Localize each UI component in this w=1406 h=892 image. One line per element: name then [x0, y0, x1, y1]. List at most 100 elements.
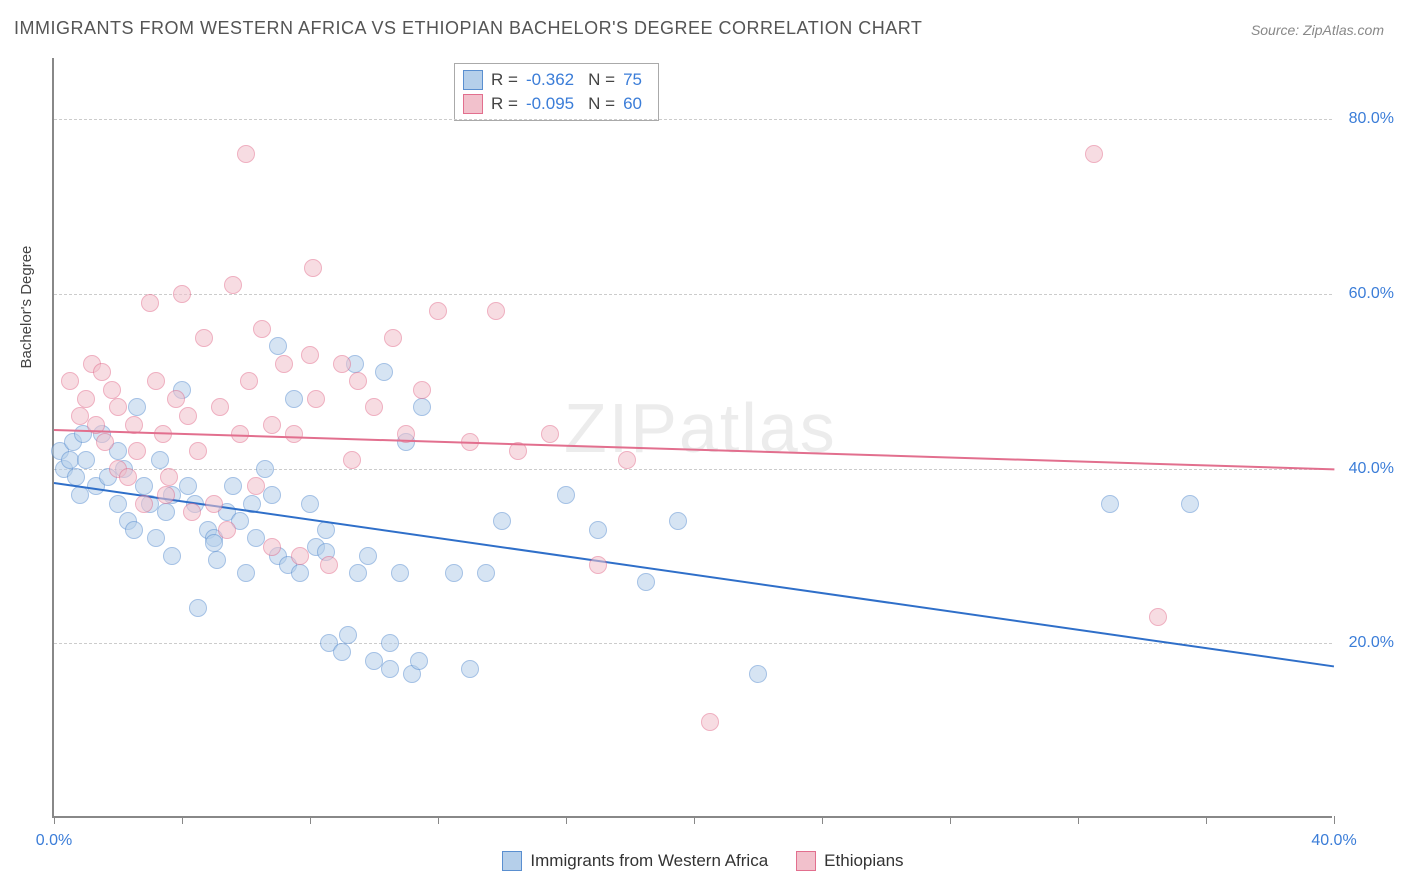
r-label: R =: [491, 92, 518, 116]
data-point: [141, 294, 159, 312]
data-point: [1085, 145, 1103, 163]
data-point: [135, 495, 153, 513]
x-tick: [1206, 816, 1207, 824]
data-point: [128, 442, 146, 460]
n-label: N =: [588, 68, 615, 92]
data-point: [247, 477, 265, 495]
watermark: ZIPatlas: [564, 388, 837, 468]
data-point: [173, 285, 191, 303]
plot-area: ZIPatlas R =-0.362N =75R =-0.095N =60 20…: [52, 58, 1332, 818]
data-point: [410, 652, 428, 670]
data-point: [445, 564, 463, 582]
data-point: [183, 503, 201, 521]
data-point: [349, 564, 367, 582]
legend-label: Ethiopians: [824, 851, 903, 871]
data-point: [211, 398, 229, 416]
gridline: [54, 469, 1332, 470]
y-axis-label: Bachelor's Degree: [18, 246, 35, 369]
data-point: [375, 363, 393, 381]
data-point: [291, 564, 309, 582]
data-point: [163, 547, 181, 565]
data-point: [304, 259, 322, 277]
data-point: [205, 495, 223, 513]
data-point: [339, 626, 357, 644]
data-point: [93, 363, 111, 381]
data-point: [413, 398, 431, 416]
data-point: [256, 460, 274, 478]
x-tick: [950, 816, 951, 824]
data-point: [119, 468, 137, 486]
stats-row: R =-0.095N =60: [463, 92, 648, 116]
chart-title: IMMIGRANTS FROM WESTERN AFRICA VS ETHIOP…: [14, 18, 922, 39]
data-point: [109, 398, 127, 416]
gridline: [54, 643, 1332, 644]
stats-legend: R =-0.362N =75R =-0.095N =60: [454, 63, 659, 121]
legend-label: Immigrants from Western Africa: [530, 851, 768, 871]
data-point: [541, 425, 559, 443]
gridline: [54, 119, 1332, 120]
data-point: [77, 451, 95, 469]
data-point: [109, 495, 127, 513]
data-point: [128, 398, 146, 416]
data-point: [701, 713, 719, 731]
data-point: [96, 433, 114, 451]
y-tick-label: 80.0%: [1339, 110, 1394, 128]
data-point: [147, 529, 165, 547]
r-value: -0.362: [526, 68, 574, 92]
y-tick-label: 60.0%: [1339, 285, 1394, 303]
data-point: [618, 451, 636, 469]
data-point: [1149, 608, 1167, 626]
data-point: [1181, 495, 1199, 513]
data-point: [669, 512, 687, 530]
data-point: [157, 486, 175, 504]
data-point: [189, 442, 207, 460]
n-label: N =: [588, 92, 615, 116]
data-point: [637, 573, 655, 591]
data-point: [160, 468, 178, 486]
r-value: -0.095: [526, 92, 574, 116]
swatch-icon: [463, 70, 483, 90]
data-point: [269, 337, 287, 355]
gridline: [54, 294, 1332, 295]
data-point: [195, 329, 213, 347]
x-tick: [310, 816, 311, 824]
data-point: [291, 547, 309, 565]
data-point: [384, 329, 402, 347]
data-point: [749, 665, 767, 683]
x-tick-label: 0.0%: [36, 832, 72, 850]
data-point: [307, 390, 325, 408]
x-tick: [54, 816, 55, 824]
swatch-icon: [502, 851, 522, 871]
stats-row: R =-0.362N =75: [463, 68, 648, 92]
data-point: [359, 547, 377, 565]
series-legend: Immigrants from Western Africa Ethiopians: [0, 851, 1406, 876]
data-point: [151, 451, 169, 469]
data-point: [589, 521, 607, 539]
data-point: [285, 425, 303, 443]
swatch-icon: [796, 851, 816, 871]
data-point: [103, 381, 121, 399]
data-point: [218, 521, 236, 539]
data-point: [349, 372, 367, 390]
data-point: [391, 564, 409, 582]
data-point: [147, 372, 165, 390]
data-point: [493, 512, 511, 530]
data-point: [333, 355, 351, 373]
data-point: [135, 477, 153, 495]
data-point: [263, 538, 281, 556]
data-point: [275, 355, 293, 373]
x-tick: [1078, 816, 1079, 824]
data-point: [237, 145, 255, 163]
data-point: [381, 660, 399, 678]
source-label: Source: ZipAtlas.com: [1251, 22, 1384, 38]
data-point: [343, 451, 361, 469]
data-point: [365, 398, 383, 416]
data-point: [240, 372, 258, 390]
x-tick: [566, 816, 567, 824]
data-point: [253, 320, 271, 338]
x-tick: [694, 816, 695, 824]
data-point: [224, 276, 242, 294]
data-point: [477, 564, 495, 582]
data-point: [263, 416, 281, 434]
data-point: [189, 599, 207, 617]
